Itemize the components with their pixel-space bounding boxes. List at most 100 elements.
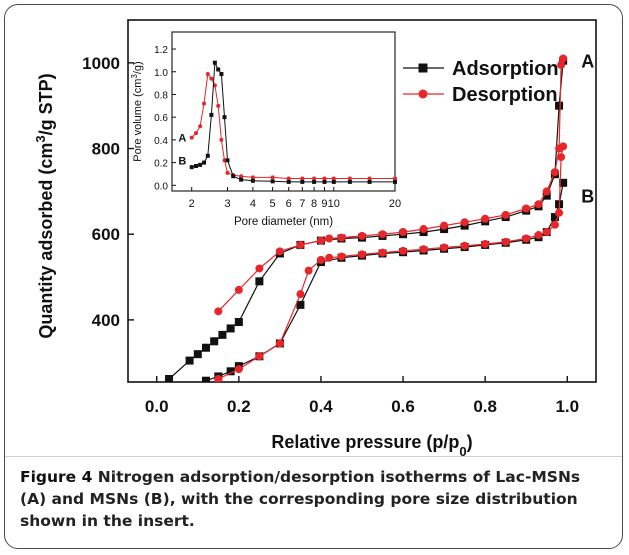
inset-data-point-b [212, 60, 217, 65]
inset-data-point-a [347, 176, 352, 181]
data-point-adsorption-a [202, 343, 210, 352]
inset-x-tick-label: 3 [224, 198, 230, 210]
data-point-desorption-b [234, 365, 243, 374]
data-point-desorption-a [534, 200, 543, 209]
y-tick-label: 800 [92, 140, 120, 159]
inset-x-tick-label: 2 [189, 198, 195, 210]
data-point-adsorption-b [296, 300, 305, 309]
data-point-desorption-a [234, 285, 243, 294]
inset-y-tick-label: 1.2 [154, 45, 168, 56]
inset-data-point-b [194, 164, 199, 169]
data-point-adsorption-a [210, 337, 219, 346]
data-point-desorption-a [337, 233, 346, 242]
data-point-desorption-b [214, 375, 223, 382]
data-point-desorption-a [557, 60, 566, 69]
inset-y-tick-label: 0.4 [154, 136, 168, 147]
inset-data-point-b [189, 165, 194, 170]
x-tick-label: 0.8 [473, 397, 497, 416]
figure-caption: Figure 4 Nitrogen adsorption/desorption … [20, 466, 610, 532]
inset-data-point-b [367, 179, 372, 184]
inset-data-point-b [286, 179, 291, 184]
inset-y-tick-label: 0.6 [154, 113, 168, 124]
data-point-adsorption-a [255, 277, 264, 286]
data-point-desorption-b [522, 234, 531, 243]
legend-marker-desorption [418, 89, 428, 99]
inset-data-point-a [331, 176, 336, 181]
x-axis-label: Relative pressure (p/p0) [271, 432, 472, 459]
inset-curve-label-b: B [178, 155, 186, 167]
inset-curve-label-a: A [178, 133, 186, 145]
data-point-desorption-b [296, 290, 305, 299]
x-tick-label: 0.2 [227, 397, 251, 416]
inset-data-point-b [347, 179, 352, 184]
x-tick-label: 0.0 [145, 397, 169, 416]
data-point-desorption-a [378, 230, 387, 239]
inset-data-point-a [225, 170, 230, 175]
data-point-desorption-b [559, 142, 568, 151]
inset-data-point-a [219, 137, 224, 142]
data-point-desorption-b [304, 266, 313, 275]
inset-data-point-a [194, 131, 199, 136]
data-point-adsorption-a [185, 356, 194, 365]
curve-label-a: A [581, 52, 594, 72]
data-point-desorption-a [460, 218, 469, 227]
data-point-desorption-b [337, 252, 346, 261]
inset-x-tick-label: 20 [389, 198, 401, 210]
inset-y-tick-label: 0.8 [154, 90, 168, 101]
x-tick-label: 0.6 [391, 397, 415, 416]
data-point-desorption-b [557, 153, 566, 162]
inset-x-tick-label: 5 [270, 198, 276, 210]
data-point-desorption-a [440, 221, 449, 230]
inset-data-point-a [322, 176, 327, 181]
y-axis-label: Quantity adsorbed (cm3/g STP) [33, 73, 57, 338]
inset-y-tick-label: 0.0 [154, 181, 168, 192]
inset-data-point-a [393, 176, 397, 181]
data-point-desorption-a [275, 247, 284, 256]
inset-data-point-a [286, 176, 291, 181]
inset-data-point-b [209, 112, 214, 117]
data-point-desorption-a [255, 264, 264, 273]
inset-data-point-b [322, 179, 327, 184]
inset-y-tick-label: 0.2 [154, 159, 168, 170]
inset-x-axis-label: Pore diameter (nm) [234, 216, 333, 228]
x-tick-label: 1.0 [555, 397, 579, 416]
data-point-adsorption-b [550, 213, 559, 222]
inset-data-point-b [219, 72, 224, 77]
data-point-desorption-a [325, 234, 334, 243]
legend-label-adsorption: Adsorption [452, 58, 559, 80]
inset-data-point-b [239, 177, 244, 182]
inset-data-point-b [222, 115, 227, 120]
inset-data-point-a [300, 176, 305, 181]
inset-data-point-b [300, 179, 305, 184]
inset-data-point-b [225, 158, 230, 163]
caption-label: Figure 4 [20, 468, 93, 486]
inset-data-point-a [312, 176, 317, 181]
inset-data-point-b [331, 179, 336, 184]
inset-data-point-b [270, 179, 275, 184]
y-tick-label: 600 [92, 225, 120, 244]
y-tick-label: 1000 [82, 54, 120, 73]
inset-data-point-b [202, 160, 207, 165]
data-point-desorption-b [325, 253, 334, 262]
data-point-desorption-b [378, 248, 387, 257]
y-tick-label: 400 [92, 311, 120, 330]
inset-y-axis-label: Pore volume (cm3/g) [130, 61, 145, 161]
data-point-desorption-b [542, 228, 551, 237]
data-point-desorption-b [481, 240, 490, 249]
legend-label-desorption: Desorption [452, 84, 558, 106]
inset-data-point-b [231, 174, 236, 179]
data-point-desorption-b [275, 339, 284, 348]
inset-data-point-b [216, 67, 221, 72]
inset-data-point-a [367, 176, 372, 181]
inset-x-tick-label: 10 [328, 198, 340, 210]
data-point-desorption-b [501, 237, 510, 246]
inset-data-point-a [198, 124, 203, 129]
x-tick-label: 0.4 [309, 397, 333, 416]
data-point-desorption-b [534, 231, 543, 240]
inset-data-point-b [250, 178, 255, 183]
inset-x-tick-label: 4 [250, 198, 256, 210]
data-point-desorption-a [501, 210, 510, 219]
data-point-desorption-a [559, 54, 568, 63]
inset-y-tick-label: 1.0 [154, 68, 168, 79]
